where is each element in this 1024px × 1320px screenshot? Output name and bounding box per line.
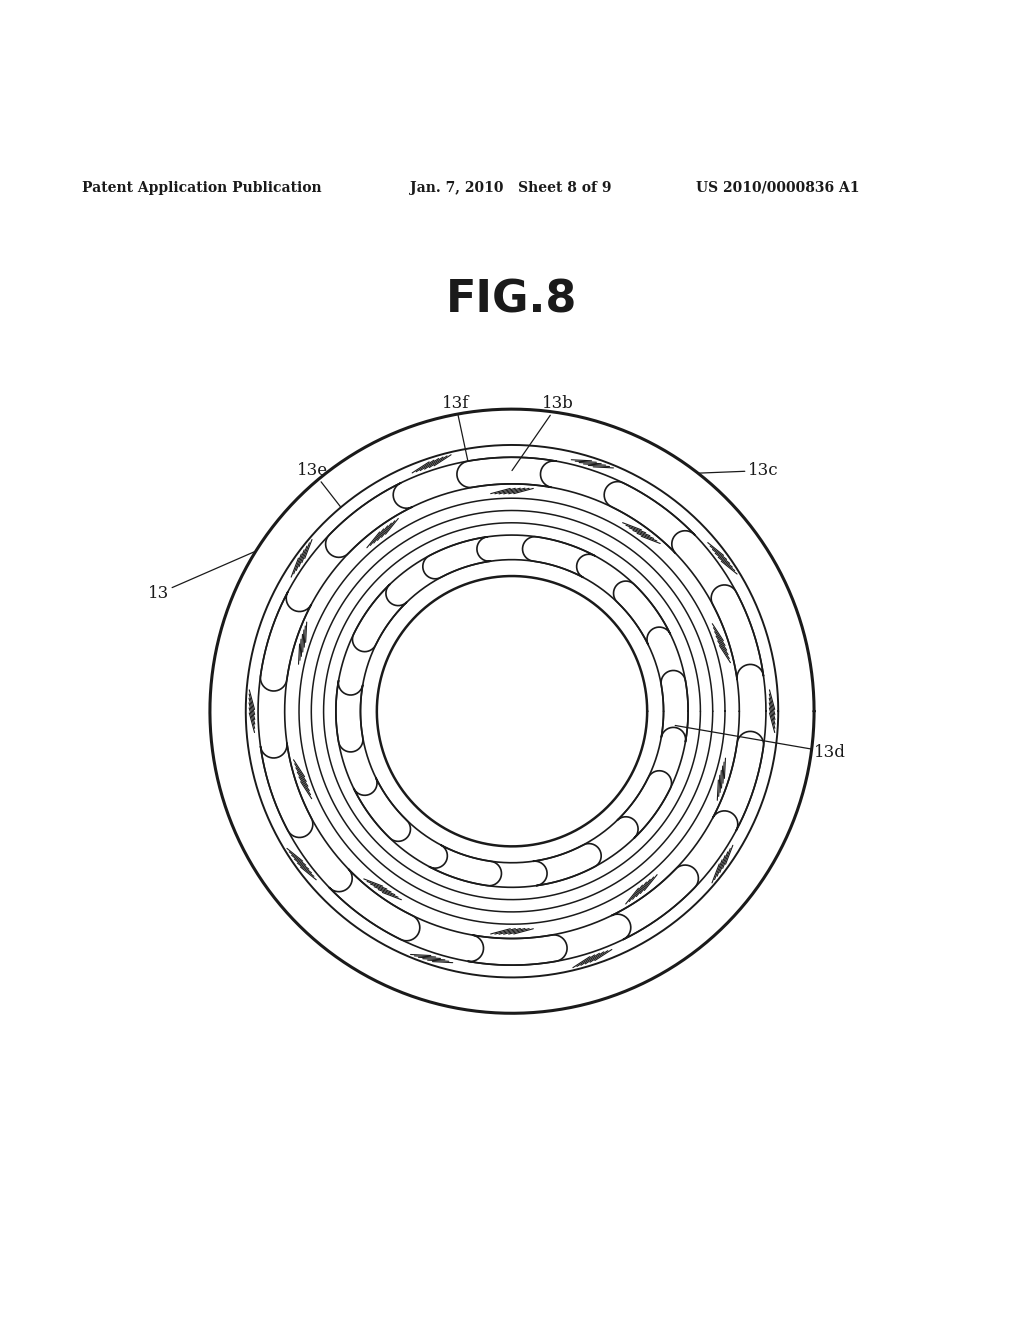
Text: 13e: 13e [297, 462, 341, 507]
Text: FIG.8: FIG.8 [446, 279, 578, 321]
Text: 13b: 13b [512, 396, 574, 470]
Text: Jan. 7, 2010   Sheet 8 of 9: Jan. 7, 2010 Sheet 8 of 9 [410, 181, 611, 195]
Text: 13: 13 [148, 552, 256, 602]
Text: 13c: 13c [698, 462, 778, 479]
Text: US 2010/0000836 A1: US 2010/0000836 A1 [696, 181, 860, 195]
Text: 13f: 13f [442, 396, 469, 461]
Text: 13d: 13d [675, 726, 846, 760]
Text: Patent Application Publication: Patent Application Publication [82, 181, 322, 195]
